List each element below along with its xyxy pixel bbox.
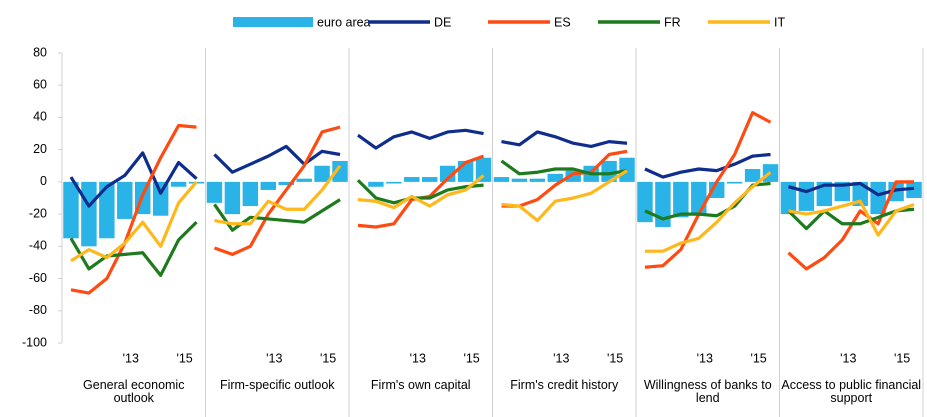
line: [69, 151, 198, 208]
x-tick-label: '13: [697, 351, 713, 365]
panel-label: Firm's credit history: [510, 378, 619, 392]
line: [644, 170, 772, 253]
bar: [852, 181, 868, 207]
panel-label: General economic outlook: [83, 378, 185, 405]
bar: [565, 170, 581, 182]
bar: [170, 181, 187, 187]
bar: [63, 181, 79, 239]
bar: [386, 181, 402, 184]
line: [787, 180, 915, 271]
line: [644, 111, 772, 269]
y-tick-label: -80: [29, 303, 47, 317]
bar: [726, 181, 743, 184]
y-tick-label: 0: [40, 174, 47, 188]
y-tick-label: -20: [29, 206, 47, 220]
line: [69, 221, 198, 277]
bar: [475, 157, 492, 182]
y-tick-label: 80: [33, 45, 47, 59]
bar: [798, 181, 815, 211]
y-tick-label: 40: [33, 110, 47, 124]
y-tick-label: -100: [22, 335, 47, 349]
panel-label: Access to public financial support: [781, 378, 922, 405]
x-tick-label: '13: [266, 351, 282, 365]
line: [214, 164, 342, 226]
bar: [511, 178, 528, 182]
bar: [99, 181, 115, 239]
x-tick-label: '15: [463, 351, 479, 365]
bar: [278, 181, 294, 186]
line: [501, 130, 628, 149]
bar: [81, 181, 97, 247]
bar: [691, 181, 707, 215]
legend-label: DE: [434, 15, 451, 29]
legend-swatch: [233, 17, 313, 27]
bar: [493, 177, 510, 182]
line: [644, 152, 771, 179]
line: [70, 123, 197, 295]
x-tick-label: '15: [607, 351, 623, 365]
y-tick-label: -60: [29, 271, 47, 285]
line: [213, 144, 341, 174]
line: [500, 159, 628, 176]
bar: [673, 181, 689, 218]
x-tick-label: '15: [320, 351, 336, 365]
x-tick-label: '13: [410, 351, 426, 365]
legend-label: FR: [664, 15, 681, 29]
line: [213, 198, 341, 232]
line: [70, 180, 198, 263]
line: [357, 174, 485, 210]
bar: [637, 181, 653, 223]
bar: [117, 181, 133, 219]
bar: [242, 181, 259, 207]
bar: [601, 160, 617, 182]
bar: [332, 160, 348, 182]
bar: [314, 165, 330, 182]
bar: [870, 181, 886, 215]
bar: [547, 173, 563, 182]
bar: [834, 181, 850, 202]
line: [501, 169, 628, 223]
x-tick-label: '15: [176, 351, 192, 365]
bar: [224, 181, 241, 215]
bar: [906, 181, 922, 198]
panel-label: Firm-specific outlook: [219, 378, 335, 392]
line: [357, 128, 484, 150]
bar: [260, 181, 276, 190]
legend-label: IT: [774, 15, 785, 29]
bar: [368, 181, 384, 187]
bar: [206, 181, 223, 203]
bar: [404, 177, 420, 182]
line: [501, 149, 628, 208]
x-tick-label: '15: [750, 351, 766, 365]
bar: [780, 181, 797, 215]
line: [213, 125, 341, 256]
x-tick-label: '13: [553, 351, 569, 365]
legend-label: euro area: [317, 15, 371, 29]
x-tick-label: '15: [894, 351, 910, 365]
line: [787, 207, 915, 231]
x-tick-label: '13: [123, 351, 139, 365]
legend-label: ES: [554, 15, 571, 29]
bar: [529, 178, 546, 182]
y-tick-label: 20: [33, 142, 47, 156]
bar: [744, 169, 761, 182]
panel-label: Firm's own capital: [370, 378, 471, 392]
bar: [296, 178, 312, 182]
panel-label: Willingness of banks to lend: [643, 378, 772, 405]
y-tick-label: 60: [33, 78, 47, 92]
line: [788, 199, 915, 237]
line: [356, 179, 484, 205]
bar: [422, 177, 438, 182]
x-tick-label: '13: [840, 351, 856, 365]
bar: [439, 165, 456, 182]
bar: [152, 181, 169, 216]
y-tick-label: -40: [29, 239, 47, 253]
bar: [619, 157, 635, 182]
